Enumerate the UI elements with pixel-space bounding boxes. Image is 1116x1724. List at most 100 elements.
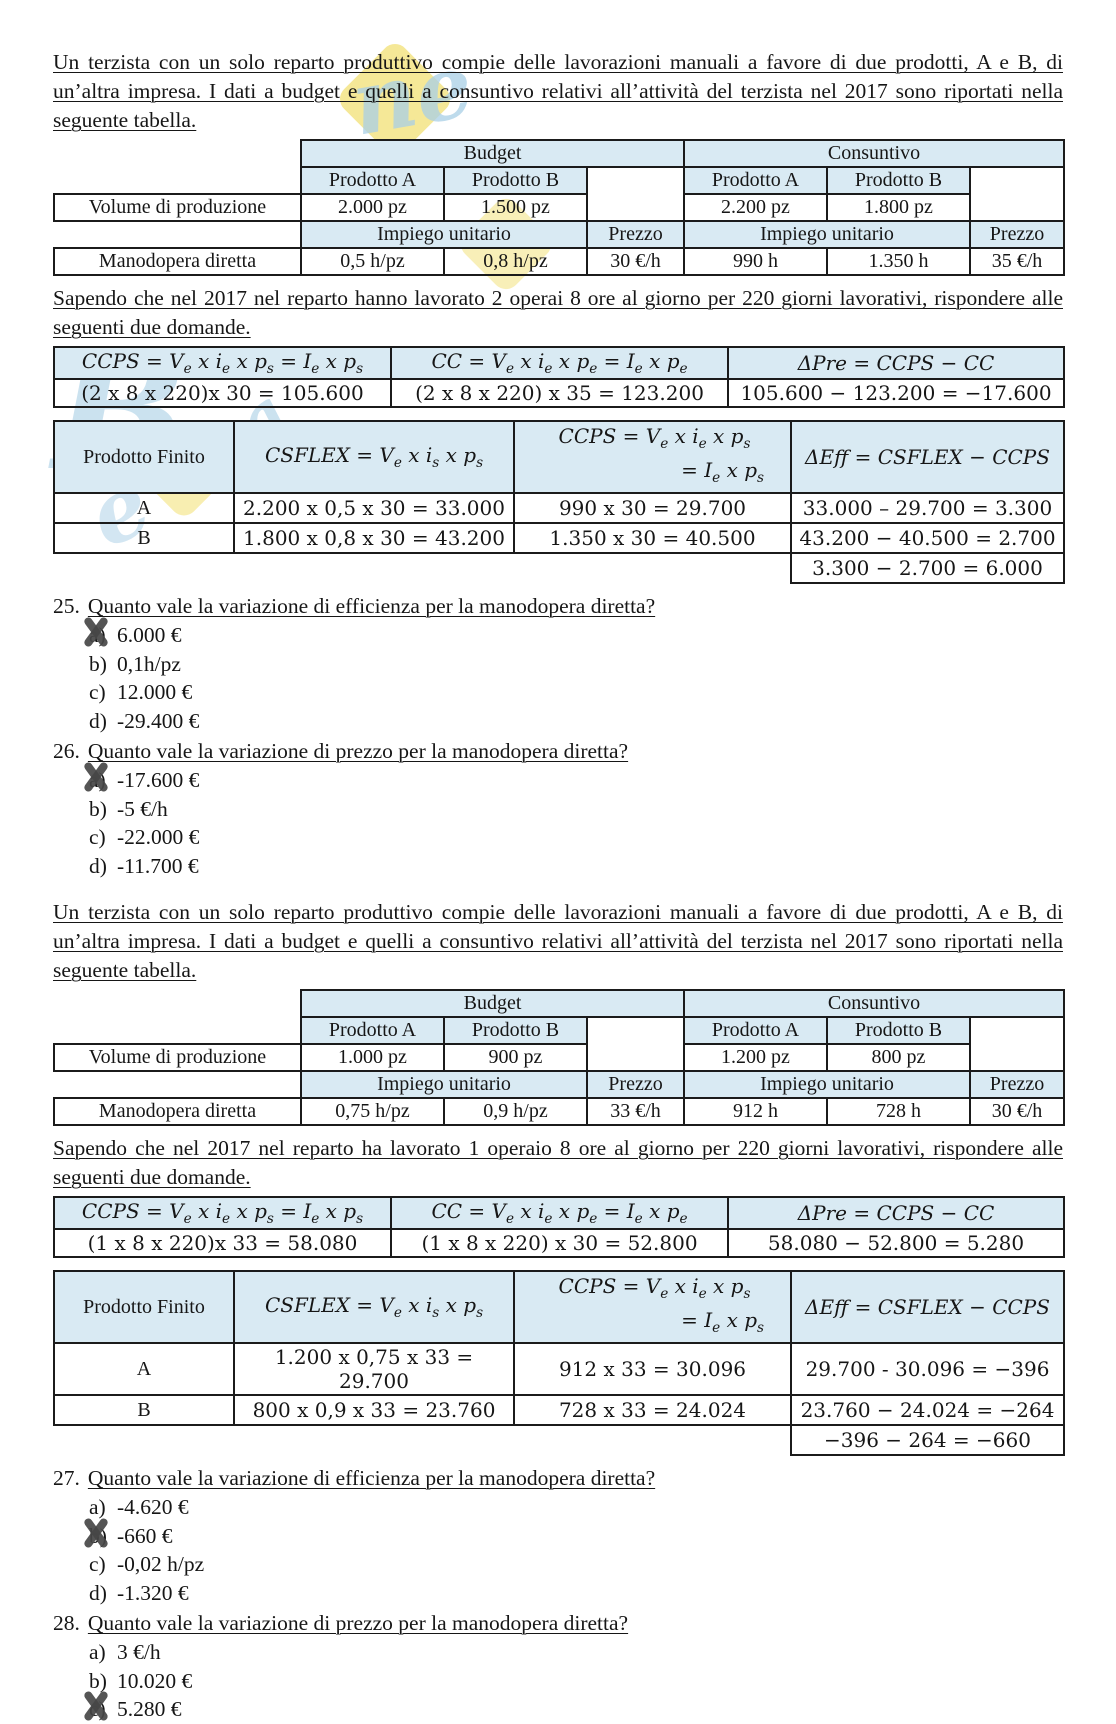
question-line: 26. Quanto vale la variazione di prezzo p… bbox=[53, 737, 1063, 766]
intro-paragraph: Un terzista con un solo reparto produtti… bbox=[53, 900, 1063, 982]
empty-cell bbox=[54, 140, 301, 167]
formula-value-cell: 1.350 x 30 = 40.500 bbox=[513, 522, 792, 554]
option-text: -4.620 € bbox=[117, 1495, 189, 1519]
prodotto-a-header-cell: Prodotto A bbox=[300, 166, 445, 195]
formula-header-cell: ΔPre = CCPS − CC bbox=[727, 346, 1065, 380]
table-row: Manodopera diretta 0,75 h/pz 0,9 h/pz 33… bbox=[53, 1097, 1066, 1126]
answer-option: d) -11.700 € bbox=[89, 852, 1063, 881]
budget-header-cell: Budget bbox=[300, 989, 685, 1018]
option-letter-text: b) bbox=[89, 796, 107, 821]
option-text: -5 €/h bbox=[117, 796, 168, 821]
formula-value-cell: 1.200 x 0,75 x 33 = 29.700 bbox=[233, 1342, 515, 1396]
formula-value-cell: 800 x 0,9 x 33 = 23.760 bbox=[233, 1394, 515, 1426]
formula-value-cell: 2.200 x 0,5 x 30 = 33.000 bbox=[233, 492, 515, 524]
question-27: 27. Quanto vale la variazione di efficien… bbox=[53, 1464, 1063, 1607]
option-text: -17.600 € bbox=[117, 768, 200, 792]
option-letter: c) bbox=[89, 678, 113, 707]
row-label-cell: Volume di produzione bbox=[53, 193, 302, 222]
formula-header-cell: CC = Ve x ie x pe = Ie x pe bbox=[390, 346, 729, 380]
table-row: B 800 x 0,9 x 33 = 23.760 728 x 33 = 24.… bbox=[53, 1394, 1065, 1426]
empty-cell bbox=[968, 1016, 1066, 1072]
empty-cell bbox=[968, 166, 1066, 222]
formula-value-cell: 105.600 − 123.200 = −17.600 bbox=[727, 378, 1065, 408]
value-cell: 30 €/h bbox=[586, 247, 685, 276]
value-cell: 1.500 pz bbox=[443, 193, 588, 222]
intro-paragraph: Un terzista con un solo reparto produtti… bbox=[53, 50, 1063, 132]
option-letter-text: b) bbox=[89, 651, 107, 676]
note-paragraph: Sapendo che nel 2017 nel reparto ha lavo… bbox=[53, 1136, 1063, 1189]
option-text: 3 €/h bbox=[117, 1640, 161, 1664]
value-cell: 728 h bbox=[826, 1097, 971, 1126]
table-row: Prodotto A Prodotto B Prodotto A Prodott… bbox=[54, 166, 1066, 222]
option-text: 12.000 € bbox=[117, 680, 193, 704]
formula-header-cell: CC = Ve x ie x pe = Ie x pe bbox=[390, 1196, 729, 1230]
question-number: 25. bbox=[53, 594, 80, 618]
product-label-cell: A bbox=[53, 492, 235, 524]
formula-value-cell: 728 x 33 = 24.024 bbox=[513, 1394, 792, 1426]
value-cell: 912 h bbox=[683, 1097, 828, 1126]
options-list: a) 6.000 € b) 0,1h/pz c) 12.000 € d) -29.400… bbox=[89, 621, 1063, 735]
answer-option: b) -660 € bbox=[89, 1522, 1063, 1551]
table-row: (2 x 8 x 220)x 30 = 105.600 (2 x 8 x 220… bbox=[53, 378, 1065, 408]
table-row: (1 x 8 x 220)x 33 = 58.080 (1 x 8 x 220)… bbox=[53, 1228, 1065, 1258]
empty-cell bbox=[586, 1016, 685, 1072]
formula-line: CCPS = Ve x ie x ps bbox=[558, 1274, 751, 1302]
option-text: 0,1h/pz bbox=[117, 651, 181, 676]
value-cell: 0,9 h/pz bbox=[443, 1097, 588, 1126]
empty-cell bbox=[54, 1071, 301, 1098]
table-row: CCPS = Ve x ie x ps = Ie x ps CC = Ve x … bbox=[53, 1196, 1065, 1230]
option-text: -11.700 € bbox=[117, 853, 199, 878]
question-text: Quanto vale la variazione di prezzo per … bbox=[87, 739, 629, 763]
answer-option: a) -17.600 € bbox=[89, 766, 1063, 795]
value-cell: 0,5 h/pz bbox=[300, 247, 445, 276]
option-letter: c) bbox=[89, 1695, 113, 1724]
value-cell: 990 h bbox=[683, 247, 828, 276]
value-cell: 800 pz bbox=[826, 1043, 971, 1072]
table-row: Prodotto Finito CSFLEX = Ve x is x ps CC… bbox=[53, 420, 1065, 494]
product-label-cell: A bbox=[53, 1342, 235, 1396]
formula-header-cell: CCPS = Ve x ie x ps = Ie x ps bbox=[53, 1196, 392, 1230]
value-cell: 35 €/h bbox=[968, 247, 1066, 276]
prezzo-header-cell: Prezzo bbox=[586, 220, 685, 249]
answer-option: d) -29.400 € bbox=[89, 707, 1063, 736]
total-cell: −396 − 264 = −660 bbox=[790, 1424, 1065, 1456]
formula-header-cell: CCPS = Ve x ie x ps = Ie x ps bbox=[53, 346, 392, 380]
table-row: Volume di produzione 2.000 pz 1.500 pz 2… bbox=[53, 193, 1064, 222]
option-text: -22.000 € bbox=[117, 825, 200, 849]
formula-value-cell: (1 x 8 x 220) x 30 = 52.800 bbox=[390, 1228, 729, 1258]
row-label-cell: Manodopera diretta bbox=[53, 247, 302, 276]
formula-value-cell: (2 x 8 x 220)x 30 = 105.600 bbox=[53, 378, 392, 408]
option-letter: d) bbox=[89, 852, 113, 881]
table-row: Impiego unitario Prezzo Impiego unitario… bbox=[54, 220, 1066, 249]
prodotto-a-header-cell: Prodotto A bbox=[683, 166, 828, 195]
table-row: Impiego unitario Prezzo Impiego unitario… bbox=[54, 1070, 1066, 1099]
consuntivo-header-cell: Consuntivo bbox=[682, 989, 1066, 1018]
value-cell: 0,75 h/pz bbox=[300, 1097, 445, 1126]
table-row: Prodotto A Prodotto B Prodotto A Prodott… bbox=[54, 1016, 1066, 1072]
option-letter: a) bbox=[89, 1638, 113, 1667]
data-table: Budget Consuntivo Prodotto A Prodotto B … bbox=[53, 989, 1066, 1126]
formula-line: CCPS = Ve x ie x ps bbox=[558, 424, 751, 452]
table-row: Volume di produzione 1.000 pz 900 pz 1.2… bbox=[53, 1043, 1064, 1072]
formula-value-cell: 29.700 - 30.096 = −396 bbox=[790, 1342, 1065, 1396]
options-list: a) -17.600 € b) -5 €/h c) -22.000 € d) -11.7… bbox=[89, 766, 1063, 880]
prezzo-header-cell: Prezzo bbox=[968, 1070, 1066, 1099]
table-row: Budget Consuntivo bbox=[54, 989, 1066, 1018]
prodotto-b-header-cell: Prodotto B bbox=[826, 1016, 971, 1045]
formula-value-cell: (2 x 8 x 220) x 35 = 123.200 bbox=[390, 378, 729, 408]
prezzo-header-cell: Prezzo bbox=[968, 220, 1066, 249]
row-label-cell: Volume di produzione bbox=[53, 1043, 302, 1072]
prodotto-b-header-cell: Prodotto B bbox=[826, 166, 971, 195]
question-26: 26. Quanto vale la variazione di prezzo p… bbox=[53, 737, 1063, 880]
answer-option: d) -1.320 € bbox=[89, 1579, 1063, 1608]
note-paragraph: Sapendo che nel 2017 nel reparto hanno l… bbox=[53, 286, 1063, 339]
question-number: 26. bbox=[53, 739, 80, 763]
row-label-cell: Manodopera diretta bbox=[53, 1097, 302, 1126]
table-row: CCPS = Ve x ie x ps = Ie x ps CC = Ve x … bbox=[53, 346, 1065, 380]
formula-value-cell: 990 x 30 = 29.700 bbox=[513, 492, 792, 524]
value-cell: 30 €/h bbox=[968, 1097, 1066, 1126]
question-number: 27. bbox=[53, 1466, 80, 1490]
option-letter-text: d) bbox=[89, 708, 107, 733]
prodotto-a-header-cell: Prodotto A bbox=[300, 1016, 445, 1045]
product-label-cell: B bbox=[53, 1394, 235, 1426]
